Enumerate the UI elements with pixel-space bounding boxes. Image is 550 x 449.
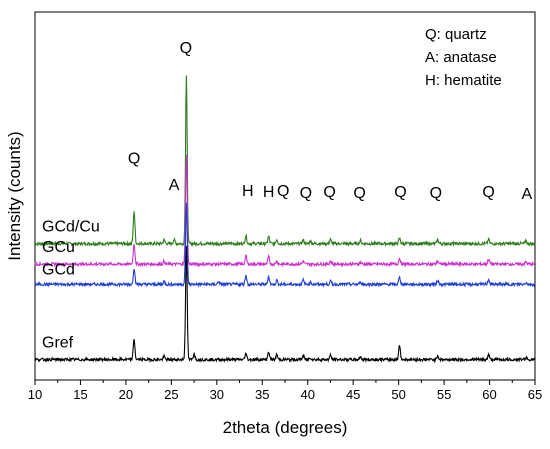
peak-annotation: A [521, 186, 532, 203]
x-tick-label: 65 [528, 387, 542, 402]
x-axis-label: 2theta (degrees) [223, 418, 348, 437]
series-label: Gref [42, 335, 74, 352]
peak-annotation: A [169, 177, 180, 194]
series-line-gcd [34, 202, 536, 288]
x-tick-label: 40 [300, 387, 314, 402]
y-axis-label: Intensity (counts) [5, 131, 24, 260]
x-tick-label: 60 [482, 387, 496, 402]
x-tick-label: 55 [437, 387, 451, 402]
peak-annotation: Q [323, 184, 335, 201]
x-tick-label: 25 [164, 387, 178, 402]
x-tick-label: 15 [73, 387, 87, 402]
peak-annotation: Q [482, 184, 494, 201]
peak-annotation: Q [353, 185, 365, 202]
series-line-gref [34, 245, 536, 364]
x-tick-label: 45 [346, 387, 360, 402]
peak-annotation: Q [394, 184, 406, 201]
peak-annotation: H [242, 183, 254, 200]
peak-annotation: Q [277, 183, 289, 200]
legend-item-hematite: H: hematite [425, 72, 502, 89]
peak-annotation: Q [300, 185, 312, 202]
series-label-layer: GCd/Cu GCu GCd Gref [42, 219, 100, 352]
legend-item-anatase: A: anatase [425, 49, 497, 66]
x-tick-label: 50 [391, 387, 405, 402]
x-tick-label: 20 [119, 387, 133, 402]
series-line-gcu [34, 154, 536, 268]
series-label: GCu [42, 239, 75, 256]
x-tick-label: 10 [28, 387, 42, 402]
peak-annotation: Q [180, 40, 192, 57]
peak-annotation: Q [430, 185, 442, 202]
peak-annotation: H [263, 184, 275, 201]
legend: Q: quartz A: anatase H: hematite [425, 26, 502, 89]
legend-item-quartz: Q: quartz [425, 26, 487, 43]
x-axis-ticks: 10 15 20 25 30 35 40 45 50 55 60 65 [28, 380, 542, 402]
series-line-gcd-cu [34, 75, 536, 248]
x-tick-label: 35 [255, 387, 269, 402]
series-label: GCd/Cu [42, 219, 100, 236]
series-layer [34, 75, 536, 364]
series-label: GCd [42, 261, 75, 278]
peak-annotation: Q [128, 150, 140, 167]
annotation-layer: QQA H H Q Q Q Q Q Q Q A [128, 40, 533, 203]
x-tick-label: 30 [210, 387, 224, 402]
